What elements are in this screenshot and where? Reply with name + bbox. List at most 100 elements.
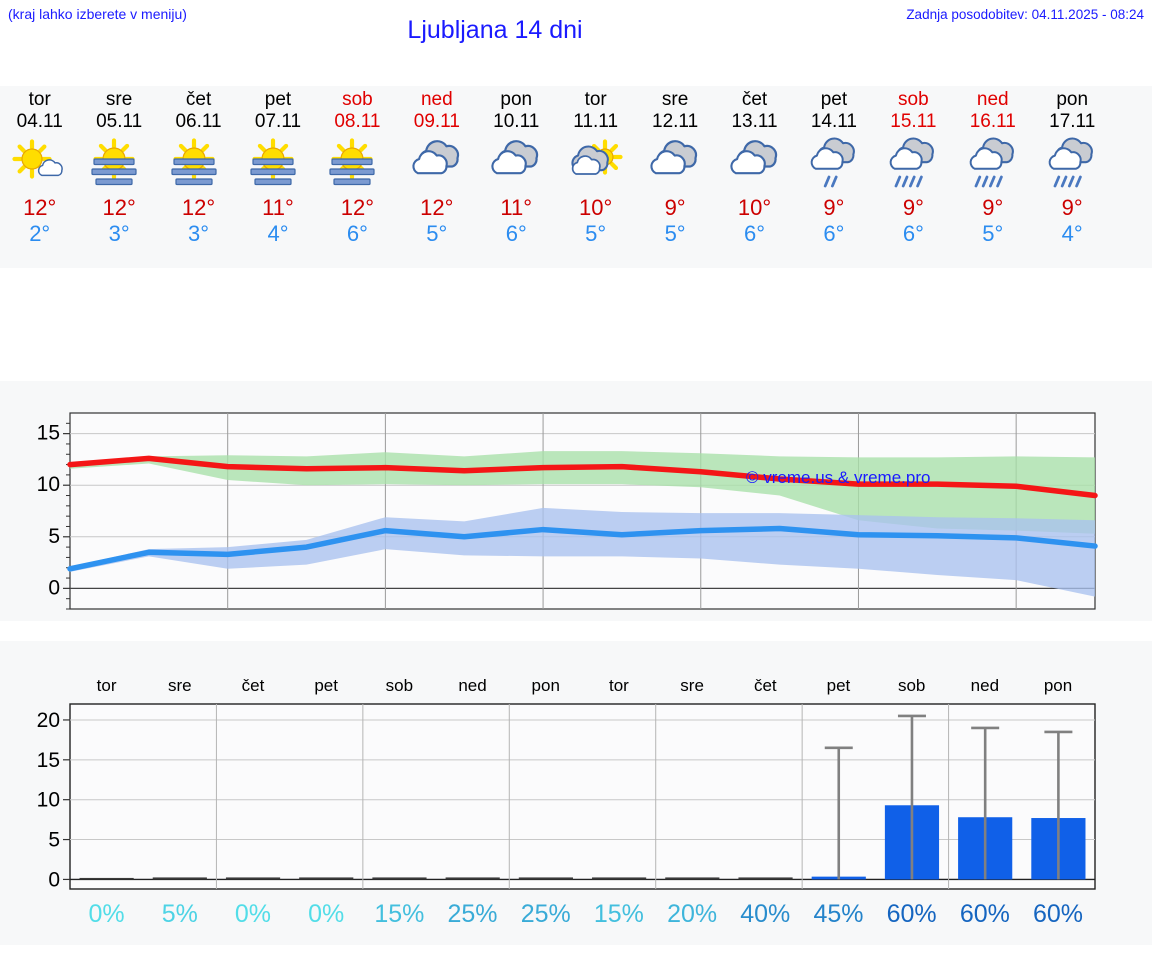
temperature-max: 12° xyxy=(420,195,454,220)
day-of-week-label: pon xyxy=(500,89,533,110)
day-of-week-label: ned xyxy=(976,89,1009,110)
precipitation-chart: Količina padavin (mm) / Možnost padavin … xyxy=(0,641,1152,945)
precipitation-bar xyxy=(152,877,207,880)
precipitation-probability: 25% xyxy=(520,900,571,928)
precipitation-bar xyxy=(738,877,793,880)
precipitation-bar xyxy=(225,877,281,880)
copyright-watermark: © vreme.us & vreme.pro xyxy=(746,468,931,487)
day-forecast-cell[interactable]: tor 11.11 10° 5° xyxy=(556,86,635,268)
day-forecast-cell[interactable]: ned 09.11 12° 5° xyxy=(397,86,476,268)
day-date-label: 11.11 xyxy=(573,111,619,132)
precipitation-probability: 60% xyxy=(1033,900,1084,928)
precipitation-bar xyxy=(518,877,573,880)
day-forecast-cell[interactable]: sob 08.11 12° 6° xyxy=(318,86,397,268)
precipitation-probability: 60% xyxy=(886,900,937,928)
precipitation-day-label: sre xyxy=(167,676,192,695)
temperature-max: 9° xyxy=(982,195,1004,220)
precipitation-probability: 15% xyxy=(374,900,425,928)
temperature-min: 5° xyxy=(426,221,448,246)
weather-rain-icon xyxy=(1041,137,1103,191)
day-of-week-label: pet xyxy=(264,89,292,110)
weather-sun-fog-icon xyxy=(168,137,230,191)
temperature-min: 6° xyxy=(902,221,924,246)
precipitation-day-labels: tor sre čet pet sob ned pon tor sre čet pet sob ned p… xyxy=(0,676,1152,700)
weather-rain-icon xyxy=(882,137,944,191)
temperature-max: 10° xyxy=(579,195,613,220)
temperature-max: 9° xyxy=(902,195,924,220)
weather-sun-small-cloud-icon xyxy=(9,137,71,191)
precipitation-day-label: pet xyxy=(314,676,338,695)
precipitation-bar xyxy=(299,877,354,880)
day-date-label: 10.11 xyxy=(493,111,540,132)
temperature-min: 6° xyxy=(346,221,368,246)
precipitation-probability: 0% xyxy=(88,900,125,928)
precipitation-day-label: pet xyxy=(826,676,851,695)
temperature-max: 9° xyxy=(664,195,686,220)
temperature-min: 5° xyxy=(664,221,686,246)
day-of-week-label: sre xyxy=(661,89,689,110)
day-of-week-label: sob xyxy=(342,89,373,110)
day-forecast-cell[interactable]: tor 04.11 12° 2° xyxy=(0,86,79,268)
svg-text:0: 0 xyxy=(48,576,60,599)
precipitation-bar xyxy=(592,877,647,880)
svg-text:10: 10 xyxy=(37,789,60,812)
precipitation-day-label: pon xyxy=(531,676,560,695)
precipitation-day-label: tor xyxy=(608,676,629,695)
weather-sun-fog-icon xyxy=(88,137,150,191)
svg-text:20: 20 xyxy=(37,709,60,732)
day-forecast-cell[interactable]: ned 16.11 9° 5° xyxy=(953,86,1032,268)
day-forecast-cell[interactable]: sre 12.11 9° 5° xyxy=(635,86,714,268)
day-date-label: 07.11 xyxy=(254,111,302,132)
day-date-label: 12.11 xyxy=(652,111,699,132)
temperature-max: 12° xyxy=(23,195,57,220)
temperature-min: 3° xyxy=(108,221,130,246)
day-forecast-cell[interactable]: čet 06.11 12° 3° xyxy=(159,86,238,268)
precipitation-bar xyxy=(445,877,500,880)
precipitation-bar xyxy=(79,877,134,880)
day-of-week-label: čet xyxy=(185,89,212,110)
temperature-min: 2° xyxy=(29,221,51,246)
precipitation-bar xyxy=(372,877,427,880)
day-forecast-cell[interactable]: pet 14.11 9° 6° xyxy=(794,86,873,268)
precipitation-day-label: sob xyxy=(897,676,926,695)
precipitation-probability: 40% xyxy=(740,900,791,928)
temperature-max: 10° xyxy=(737,195,772,220)
temperature-max: 9° xyxy=(1061,195,1083,220)
day-forecast-cell[interactable]: pon 10.11 11° 6° xyxy=(477,86,556,268)
day-forecast-cell[interactable]: sob 15.11 9° 6° xyxy=(874,86,953,268)
svg-text:5: 5 xyxy=(48,829,60,852)
weather-cloudy-icon xyxy=(406,137,468,191)
day-of-week-label: pet xyxy=(820,89,848,110)
day-date-label: 06.11 xyxy=(175,111,222,132)
precipitation-day-label: sre xyxy=(680,676,704,695)
precipitation-day-label: pon xyxy=(1043,676,1073,695)
day-forecast-cell[interactable]: pon 17.11 9° 4° xyxy=(1032,86,1111,268)
day-forecast-cell[interactable]: čet 13.11 10° 6° xyxy=(715,86,794,268)
day-date-label: 13.11 xyxy=(731,111,778,132)
temperature-min: 6° xyxy=(505,221,527,246)
day-forecast-cell[interactable]: pet 07.11 11° 4° xyxy=(238,86,317,268)
day-of-week-label: tor xyxy=(28,89,51,110)
weather-sun-fog-icon xyxy=(247,137,309,191)
svg-text:15: 15 xyxy=(37,422,60,445)
precipitation-probability: 20% xyxy=(667,900,718,928)
day-of-week-label: ned xyxy=(420,89,453,110)
weather-rain-light-icon xyxy=(803,137,865,191)
svg-text:0: 0 xyxy=(48,868,60,891)
temperature-min: 4° xyxy=(267,221,289,246)
precipitation-day-label: čet xyxy=(241,676,265,695)
last-updated: Zadnja posodobitev: 04.11.2025 - 08:24 xyxy=(906,7,1144,22)
weather-rain-icon xyxy=(962,137,1024,191)
svg-text:5: 5 xyxy=(48,525,60,548)
day-date-label: 17.11 xyxy=(1049,111,1096,132)
weather-cloudy-icon xyxy=(644,137,706,191)
day-forecast-cell[interactable]: sre 05.11 12° 3° xyxy=(79,86,158,268)
precipitation-probability: 0% xyxy=(234,900,272,928)
day-date-label: 15.11 xyxy=(890,111,937,132)
precipitation-probability: 0% xyxy=(308,900,345,928)
temperature-max: 11° xyxy=(500,195,533,220)
temperature-min: 6° xyxy=(823,221,845,246)
day-date-label: 04.11 xyxy=(16,111,63,132)
weather-cloudy-icon xyxy=(724,137,786,191)
